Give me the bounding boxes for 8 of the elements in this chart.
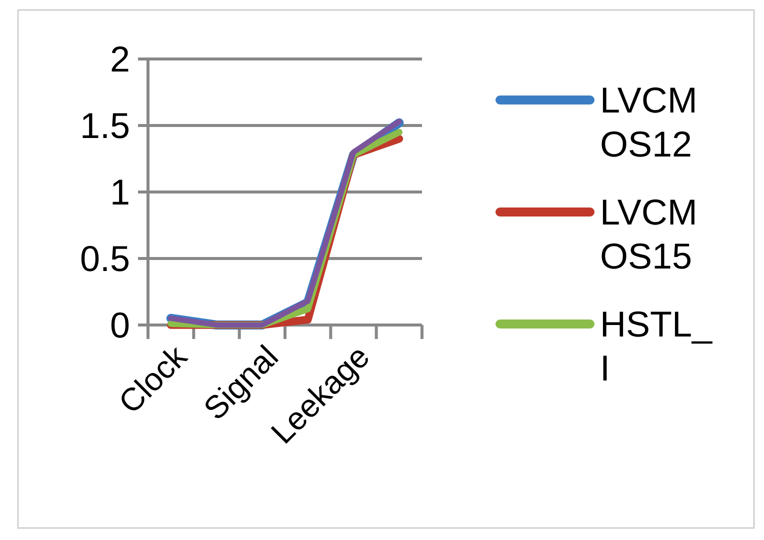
legend-label: HSTL_I [600, 304, 714, 389]
y-tick-label: 1.5 [80, 105, 130, 146]
y-tick-label: 0.5 [80, 238, 130, 280]
legend-label: LVCMOS12 [600, 80, 698, 165]
y-tick-label: 1 [110, 172, 130, 213]
y-tick-label: 0 [110, 304, 130, 346]
legend-label: LVCMOS15 [600, 192, 698, 277]
y-tick-label: 2 [110, 38, 130, 80]
